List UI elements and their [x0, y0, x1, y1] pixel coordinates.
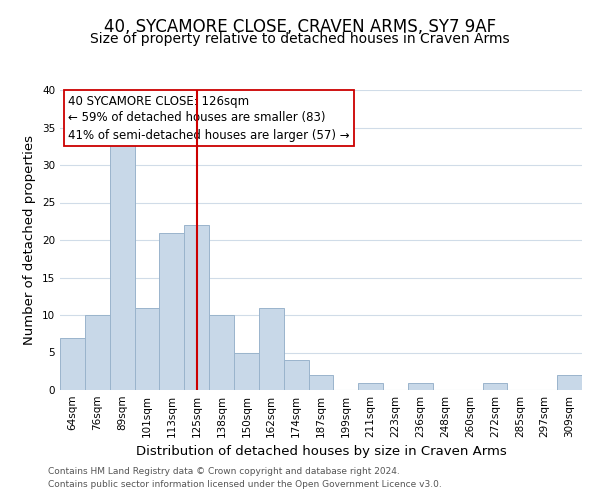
Bar [284, 360, 308, 390]
Bar [358, 382, 383, 390]
Bar [557, 375, 582, 390]
Text: Size of property relative to detached houses in Craven Arms: Size of property relative to detached ho… [90, 32, 510, 46]
Bar [482, 382, 508, 390]
Bar [85, 315, 110, 390]
Text: Contains public sector information licensed under the Open Government Licence v3: Contains public sector information licen… [48, 480, 442, 489]
Bar [209, 315, 234, 390]
X-axis label: Distribution of detached houses by size in Craven Arms: Distribution of detached houses by size … [136, 446, 506, 458]
Bar [184, 225, 209, 390]
Bar [160, 232, 184, 390]
Bar [134, 308, 160, 390]
Bar [234, 352, 259, 390]
Text: 40 SYCAMORE CLOSE: 126sqm
← 59% of detached houses are smaller (83)
41% of semi-: 40 SYCAMORE CLOSE: 126sqm ← 59% of detac… [68, 94, 349, 142]
Text: Contains HM Land Registry data © Crown copyright and database right 2024.: Contains HM Land Registry data © Crown c… [48, 467, 400, 476]
Bar [259, 308, 284, 390]
Bar [110, 142, 134, 390]
Bar [308, 375, 334, 390]
Bar [408, 382, 433, 390]
Y-axis label: Number of detached properties: Number of detached properties [23, 135, 37, 345]
Bar [60, 338, 85, 390]
Text: 40, SYCAMORE CLOSE, CRAVEN ARMS, SY7 9AF: 40, SYCAMORE CLOSE, CRAVEN ARMS, SY7 9AF [104, 18, 496, 36]
